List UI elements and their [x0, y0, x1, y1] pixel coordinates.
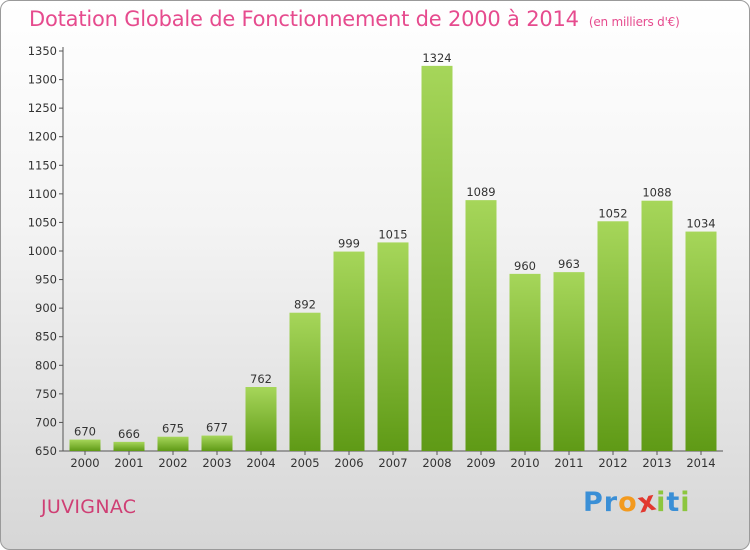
value-label: 892	[294, 298, 316, 312]
x-tick-label: 2012	[598, 456, 627, 470]
bar-2013	[641, 200, 673, 451]
bar-2007	[377, 242, 409, 451]
value-label: 960	[514, 259, 536, 273]
chart-value-labels: 670 666 675 677 762 892 999 1015 1324 1089 960 963 1…	[74, 51, 716, 441]
chart-title: Dotation Globale de Fonctionnement de 20…	[29, 7, 680, 31]
x-tick-label: 2000	[70, 456, 99, 470]
x-tick-label: 2004	[246, 456, 275, 470]
x-tick-label: 2003	[202, 456, 231, 470]
bar-2002	[157, 436, 189, 451]
bar-2003	[201, 435, 233, 451]
title-text: Dotation Globale de Fonctionnement de 20…	[29, 7, 579, 31]
title-unit: (en milliers d'€)	[588, 15, 680, 29]
y-tick-label: 850	[35, 330, 57, 344]
bar-2014	[685, 231, 717, 451]
bar-2004	[245, 387, 277, 451]
logo-letter: P	[583, 487, 604, 518]
x-tick-label: 2014	[686, 456, 715, 470]
y-tick-label: 1000	[28, 244, 57, 258]
y-tick-label: 1250	[28, 101, 57, 115]
value-label: 762	[250, 372, 272, 386]
x-tick-label: 2011	[554, 456, 583, 470]
logo-letter: i	[680, 487, 691, 518]
bar-2005	[289, 312, 321, 451]
x-tick-label: 2008	[422, 456, 451, 470]
y-tick-label: 700	[35, 415, 57, 429]
y-tick-label: 1350	[28, 44, 57, 58]
value-label: 1089	[466, 185, 495, 199]
bar-2010	[509, 273, 541, 451]
y-tick-label: 1050	[28, 215, 57, 229]
x-tick-label: 2007	[378, 456, 407, 470]
logo-letter: o	[618, 487, 638, 518]
y-tick-label: 1200	[28, 130, 57, 144]
x-tick-label: 2001	[114, 456, 143, 470]
value-label: 666	[118, 427, 140, 441]
y-tick-label: 650	[35, 444, 57, 458]
value-label: 675	[162, 422, 184, 436]
proxiti-logo[interactable]: Proxiti	[583, 485, 691, 519]
chart-axes: 650 700 750 800 850 900 950 1000 1050 1100 1150 120…	[28, 44, 723, 470]
value-label: 677	[206, 421, 228, 435]
x-tick-label: 2009	[466, 456, 495, 470]
value-label: 1088	[642, 186, 671, 200]
bar-2009	[465, 200, 497, 451]
bar-2008	[421, 65, 453, 451]
y-tick-label: 900	[35, 301, 57, 315]
logo-letter: i	[656, 487, 667, 518]
x-tick-label: 2010	[510, 456, 539, 470]
bar-2001	[113, 441, 145, 451]
x-tick-label: 2005	[290, 456, 319, 470]
x-tick-label: 2013	[642, 456, 671, 470]
y-tick-label: 800	[35, 358, 57, 372]
commune-name: JUVIGNAC	[41, 496, 137, 518]
y-tick-label: 1300	[28, 73, 57, 87]
value-label: 963	[558, 257, 580, 271]
bar-2012	[597, 221, 629, 451]
bar-2011	[553, 272, 585, 451]
logo-letter: t	[666, 487, 681, 518]
y-tick-label: 750	[35, 387, 57, 401]
value-label: 999	[338, 237, 360, 251]
chart-bars	[69, 65, 717, 451]
value-label: 1324	[422, 51, 451, 65]
value-label: 670	[74, 425, 96, 439]
value-label: 1015	[378, 227, 407, 241]
y-tick-label: 950	[35, 273, 57, 287]
y-tick-label: 1100	[28, 187, 57, 201]
bar-2006	[333, 251, 365, 451]
value-label: 1052	[598, 206, 627, 220]
logo-letter: r	[603, 487, 619, 518]
x-tick-label: 2006	[334, 456, 363, 470]
value-label: 1034	[686, 217, 715, 231]
y-tick-label: 1150	[28, 158, 57, 172]
bar-2000	[69, 439, 101, 451]
x-tick-label: 2002	[158, 456, 187, 470]
